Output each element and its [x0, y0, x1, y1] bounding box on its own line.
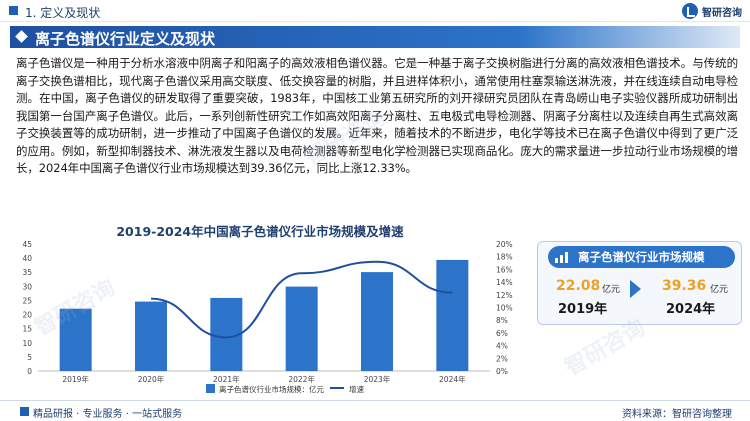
- page-title: 离子色谱仪行业定义及现状: [35, 30, 216, 48]
- diamond-icon: [15, 30, 28, 43]
- bar: [361, 272, 393, 371]
- y-right-tick-label: 16%: [496, 265, 513, 274]
- footer-source: 资料来源：智研咨询整理: [622, 409, 732, 420]
- kpi-left-year: 2019年: [558, 302, 608, 317]
- y-left-tick-label: 5: [27, 353, 32, 362]
- kpi-card: 离子色谱仪行业市场规模 22.08 亿元 2019年 39.36 亿元 2024…: [537, 241, 742, 325]
- y-left-tick-label: 45: [22, 240, 32, 249]
- title-banner: 离子色谱仪行业定义及现状: [10, 26, 740, 48]
- chart-title: 2019-2024年中国离子色谱仪行业市场规模及增速: [116, 224, 404, 239]
- y-right-tick-label: 8%: [496, 316, 508, 325]
- brand-logo: 智研咨询: [682, 3, 742, 19]
- top-bar: 1. 定义及现状 智研咨询: [0, 0, 750, 22]
- y-right-tick-label: 4%: [496, 342, 508, 351]
- arrow-right-icon: [630, 280, 641, 298]
- y-left-tick-label: 20: [22, 311, 32, 320]
- y-right-tick-label: 0%: [496, 367, 508, 376]
- legend-bar-swatch: [206, 384, 215, 393]
- kpi-header: 离子色谱仪行业市场规模: [548, 246, 735, 268]
- kpi-right-value: 39.36: [662, 278, 707, 294]
- market-size-chart: 0 5 10 15 20 25 30 35 40 45 0% 2% 4% 6% 8% 10% 12% 14% 16%…: [22, 240, 513, 394]
- kpi-left-unit: 亿元: [602, 285, 621, 295]
- footer-bullet-icon: [20, 407, 29, 416]
- y-right-tick-label: 2%: [496, 354, 508, 363]
- section-label: 1. 定义及现状: [25, 6, 101, 20]
- y-right-tick-label: 10%: [496, 304, 513, 313]
- bar: [436, 259, 469, 371]
- kpi-right-unit: 亿元: [710, 285, 729, 295]
- growth-rate-line: [150, 260, 453, 339]
- x-tick-label: 2022年: [288, 374, 315, 384]
- legend-line-label: 增速: [349, 384, 364, 394]
- x-tick-label: 2021年: [213, 374, 240, 384]
- y-right-tick-label: 14%: [496, 278, 513, 287]
- bar: [285, 286, 318, 371]
- logo-icon: [682, 3, 698, 19]
- x-tick-label: 2023年: [364, 374, 391, 384]
- legend-bar-label: 离子色谱仪行业市场规模：亿元: [219, 384, 324, 394]
- y-left-tick-label: 40: [22, 254, 32, 263]
- y-left-tick-label: 30: [22, 282, 32, 291]
- kpi-title: 离子色谱仪行业市场规模: [578, 250, 705, 264]
- y-right-tick-label: 18%: [496, 253, 513, 262]
- y-left-tick-label: 0: [27, 367, 32, 376]
- x-tick-label: 2024年: [439, 374, 466, 384]
- logo-text: 智研咨询: [702, 7, 742, 19]
- y-right-tick-label: 20%: [496, 240, 513, 249]
- y-left-tick-label: 25: [22, 296, 32, 305]
- x-tick-label: 2020年: [138, 374, 165, 384]
- bar: [135, 301, 167, 371]
- y-left-tick-label: 35: [22, 268, 32, 277]
- kpi-right-year: 2024年: [666, 302, 716, 317]
- y-left-tick-label: 15: [22, 325, 32, 334]
- kpi-left-value: 22.08: [556, 278, 601, 294]
- y-right-tick-label: 12%: [496, 291, 513, 300]
- footer-slogan: 精品研报 · 专业服务 · 一站式服务: [33, 409, 183, 420]
- x-tick-label: 2019年: [62, 374, 89, 384]
- y-right-tick-label: 6%: [496, 329, 508, 338]
- y-left-tick-label: 10: [22, 339, 32, 348]
- body-paragraph: 离子色谱仪是一种用于分析水溶液中阴离子和阳离子的高效液相色谱仪器。它是一种基于离…: [16, 56, 738, 175]
- section-bullet-icon: [9, 6, 18, 15]
- bar: [59, 308, 92, 371]
- footer: 精品研报 · 专业服务 · 一站式服务 资料来源：智研咨询整理: [0, 400, 750, 421]
- trend-chart-icon: [555, 252, 568, 263]
